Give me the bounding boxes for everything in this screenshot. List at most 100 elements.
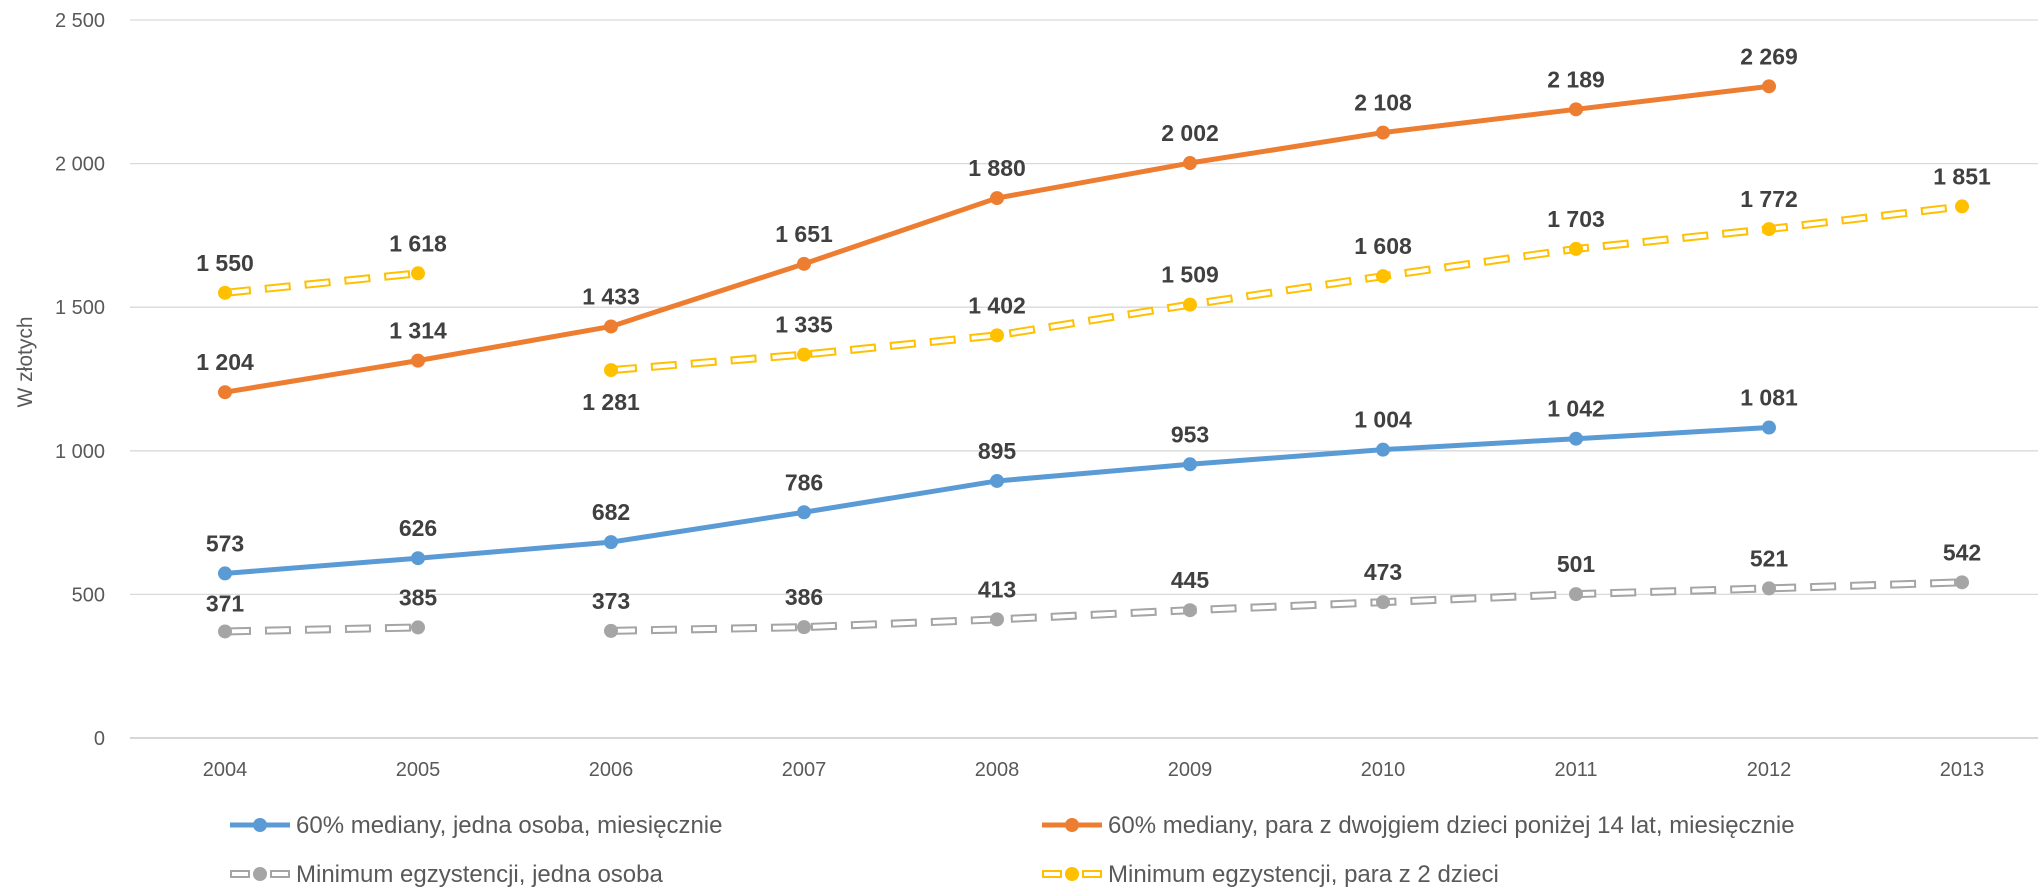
y-axis: 0 500 1 000 1 500 2 000 2 500 — [55, 10, 105, 750]
data-point — [604, 363, 618, 378]
data-point — [218, 624, 232, 639]
legend: 60% mediany, jedna osoba, miesięcznie 60%… — [230, 812, 1795, 888]
gridlines — [130, 19, 2038, 739]
data-point — [411, 620, 425, 635]
legend-item: Minimum egzystencji, jedna osoba — [230, 861, 663, 888]
data-label: 371 — [206, 590, 245, 616]
series-line-inner — [610, 580, 1963, 633]
x-axis: 2004 2005 2006 2007 2008 2009 2010 2011 2012 2013 — [203, 759, 1985, 781]
data-label: 445 — [1171, 567, 1210, 593]
data-labels: 371 385 373 386 413 445 473 501 521 542 1 550 1 618… — [196, 43, 1991, 616]
x-tick-label: 2006 — [589, 759, 634, 781]
data-label: 2 189 — [1547, 66, 1605, 92]
data-point — [1762, 420, 1776, 435]
data-label: 1 550 — [196, 250, 254, 276]
data-point — [1376, 595, 1390, 610]
data-label: 786 — [785, 469, 823, 495]
y-tick-label: 2 500 — [55, 10, 105, 32]
x-tick-label: 2010 — [1361, 759, 1406, 781]
data-label: 1 851 — [1933, 163, 1991, 189]
data-label: 1 651 — [775, 221, 833, 247]
legend-swatch-marker — [1065, 818, 1079, 832]
data-point — [604, 535, 618, 550]
data-point — [797, 347, 811, 362]
legend-label: Minimum egzystencji, jedna osoba — [296, 861, 663, 888]
data-point — [604, 623, 618, 638]
legend-swatch-marker — [253, 867, 267, 881]
data-point — [1762, 79, 1776, 94]
data-label: 953 — [1171, 421, 1209, 447]
data-label: 385 — [399, 584, 438, 610]
data-point — [1183, 457, 1197, 472]
data-label: 413 — [978, 576, 1016, 602]
data-point — [797, 620, 811, 635]
x-tick-label: 2005 — [396, 759, 441, 781]
series-line-inner — [224, 625, 419, 634]
data-point — [1376, 125, 1390, 140]
series-line-inner — [610, 204, 1963, 373]
data-label: 1 081 — [1740, 385, 1798, 411]
data-label: 1 004 — [1354, 407, 1412, 433]
y-tick-label: 0 — [94, 728, 105, 750]
x-tick-label: 2008 — [975, 759, 1020, 781]
x-tick-label: 2004 — [203, 759, 248, 781]
data-point — [797, 505, 811, 520]
y-tick-label: 500 — [72, 584, 105, 606]
data-point — [1376, 442, 1390, 457]
data-label: 1 608 — [1354, 233, 1412, 259]
data-point — [1762, 222, 1776, 237]
data-label: 626 — [399, 515, 437, 541]
data-label: 1 042 — [1547, 396, 1605, 422]
data-label: 1 703 — [1547, 206, 1605, 232]
legend-item: 60% mediany, jedna osoba, miesięcznie — [230, 812, 722, 839]
legend-label: 60% mediany, jedna osoba, miesięcznie — [296, 812, 722, 839]
data-label: 1 335 — [775, 312, 833, 338]
data-label: 2 108 — [1354, 90, 1412, 116]
data-label: 501 — [1557, 551, 1596, 577]
data-point — [990, 612, 1004, 627]
data-label: 2 002 — [1161, 120, 1219, 146]
x-tick-label: 2007 — [782, 759, 827, 781]
data-point — [990, 328, 1004, 343]
data-point — [1955, 575, 1969, 590]
data-point — [1955, 199, 1969, 214]
data-label: 521 — [1750, 545, 1789, 571]
data-label: 473 — [1364, 559, 1402, 585]
data-point — [411, 551, 425, 566]
data-point — [411, 353, 425, 368]
data-point — [1569, 102, 1583, 117]
data-point — [1569, 587, 1583, 602]
data-label: 542 — [1943, 539, 1981, 565]
x-tick-label: 2011 — [1554, 759, 1597, 781]
data-label: 1 204 — [196, 349, 254, 375]
legend-item: 60% mediany, para z dwojgiem dzieci poni… — [1042, 812, 1795, 839]
data-point — [1376, 269, 1390, 284]
data-label: 1 433 — [582, 283, 640, 309]
data-label: 1 314 — [389, 318, 447, 344]
legend-swatch-marker — [1065, 867, 1079, 881]
data-label: 1 402 — [968, 292, 1026, 318]
data-label: 682 — [592, 499, 630, 525]
series-line — [222, 83, 1772, 395]
y-tick-label: 1 000 — [55, 441, 105, 463]
data-label: 1 281 — [582, 389, 640, 415]
series-line-inner — [224, 271, 419, 295]
data-point — [1183, 603, 1197, 618]
x-tick-label: 2012 — [1747, 759, 1792, 781]
data-point — [1183, 297, 1197, 312]
y-tick-label: 2 000 — [55, 154, 105, 176]
legend-label: Minimum egzystencji, para z 2 dzieci — [1108, 861, 1499, 888]
data-point — [604, 319, 618, 334]
legend-item: Minimum egzystencji, para z 2 dzieci — [1042, 861, 1499, 888]
data-point — [411, 266, 425, 281]
data-label: 573 — [206, 530, 244, 556]
data-point — [218, 285, 232, 300]
series-markers — [218, 79, 1969, 639]
data-point — [1762, 581, 1776, 596]
data-label: 386 — [785, 584, 823, 610]
data-point — [1183, 156, 1197, 171]
data-label: 1 880 — [968, 155, 1026, 181]
legend-swatch-marker — [253, 818, 267, 832]
x-tick-label: 2009 — [1168, 759, 1213, 781]
